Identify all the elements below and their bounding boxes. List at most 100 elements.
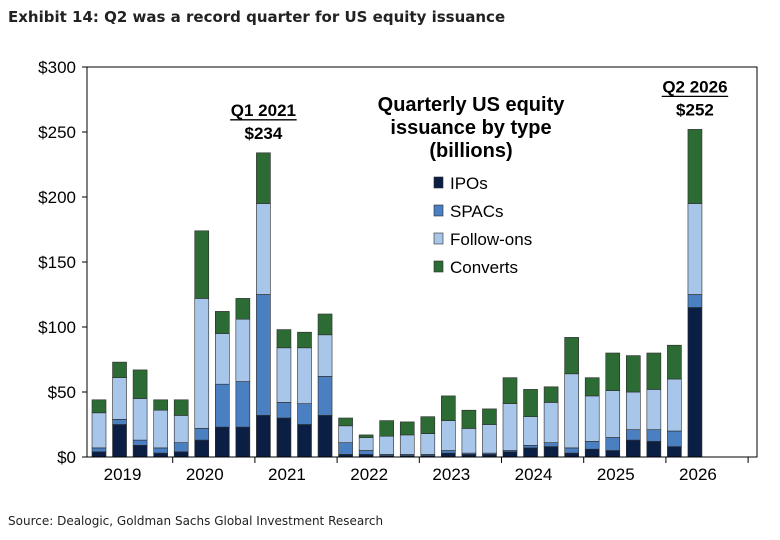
bar-segment-ipos <box>441 452 456 458</box>
bar-segment-converts <box>461 409 477 429</box>
bar-segment-ipos <box>153 452 168 458</box>
bar-segment-spacs <box>132 439 148 446</box>
bar-segment-converts <box>338 417 353 427</box>
chart-title-line: Quarterly US equity <box>378 94 566 116</box>
bar-segment-converts <box>687 129 703 204</box>
legend-label: Follow-ons <box>450 230 532 249</box>
x-year-label: 2021 <box>268 465 306 484</box>
bar-segment-converts <box>523 389 538 417</box>
bar-segment-follow-ons <box>461 428 477 454</box>
bar-segment-follow-ons <box>358 437 374 451</box>
annotation-value: $252 <box>676 100 714 119</box>
bar-segment-ipos <box>297 424 312 458</box>
bar-segment-ipos <box>112 424 127 458</box>
bar-segment-follow-ons <box>543 402 559 443</box>
bar-segment-converts <box>358 434 374 438</box>
bar-segment-converts <box>441 395 456 421</box>
bar-segment-converts <box>482 408 497 425</box>
bar-segment-follow-ons <box>482 424 497 454</box>
bar-segment-spacs <box>235 381 251 428</box>
bar-segment-converts <box>605 352 621 392</box>
bar-segment-spacs <box>112 418 127 425</box>
legend-label: Converts <box>450 258 518 277</box>
bar-segment-converts <box>379 420 395 437</box>
exhibit-title: Exhibit 14: Q2 was a record quarter for … <box>8 8 506 26</box>
bar-segment-converts <box>625 355 641 393</box>
bar-segment-spacs <box>91 447 107 453</box>
annotations: Q1 2021 $234 Q2 2026 $252 <box>230 77 729 143</box>
bar-segment-spacs <box>215 383 230 428</box>
bar-segment-converts <box>112 361 127 379</box>
bar-segment-spacs <box>523 444 538 449</box>
bar-segment-converts <box>132 369 148 399</box>
y-tick-label: $100 <box>38 318 76 337</box>
bar-segment-follow-ons <box>399 434 415 455</box>
legend-swatch <box>433 260 444 273</box>
y-tick-label: $250 <box>38 123 76 142</box>
bars <box>91 129 703 458</box>
legend-swatch <box>433 232 444 245</box>
bar-segment-spacs <box>338 442 353 455</box>
bar-segment-converts <box>153 399 168 411</box>
bar-segment-follow-ons <box>502 403 518 451</box>
legend-swatch <box>433 176 444 189</box>
bar-segment-converts <box>584 377 600 397</box>
legend-label: SPACs <box>450 202 504 221</box>
bar-segment-follow-ons <box>215 333 230 385</box>
bar-segment-spacs <box>543 442 559 447</box>
chart-title-line: issuance by type <box>390 117 551 139</box>
y-tick-label: $200 <box>38 188 76 207</box>
bar-segment-converts <box>256 152 271 204</box>
x-year-label: 2020 <box>186 465 224 484</box>
bar-segment-ipos <box>625 439 641 458</box>
bar-segment-converts <box>502 377 518 405</box>
bar-segment-converts <box>399 421 415 436</box>
bar-segment-spacs <box>605 437 621 451</box>
bar-segment-ipos <box>317 415 333 458</box>
bar-segment-converts <box>420 416 436 434</box>
bar-segment-ipos <box>543 446 559 458</box>
y-tick-label: $0 <box>57 448 76 467</box>
bar-segment-converts <box>297 331 312 349</box>
bar-segment-ipos <box>132 444 148 458</box>
bar-segment-follow-ons <box>667 378 682 432</box>
bar-segment-follow-ons <box>441 420 456 451</box>
x-year-label: 2022 <box>350 465 388 484</box>
bar-segment-converts <box>543 386 559 403</box>
y-tick-label: $50 <box>48 383 76 402</box>
bar-segment-ipos <box>667 446 682 458</box>
bar-segment-ipos <box>523 447 538 458</box>
bar-segment-spacs <box>564 447 579 454</box>
bar-segment-converts <box>91 399 107 414</box>
bar-segment-ipos <box>584 448 600 458</box>
legend-swatch <box>433 204 444 217</box>
bar-segment-ipos <box>502 451 518 458</box>
bar-segment-spacs <box>584 441 600 450</box>
bar-segment-follow-ons <box>338 425 353 443</box>
bar-segment-ipos <box>173 451 189 458</box>
bar-segment-follow-ons <box>276 347 292 403</box>
bar-segment-follow-ons <box>153 409 168 449</box>
bar-segment-ipos <box>564 452 579 458</box>
annotation-value: $234 <box>244 124 282 143</box>
x-year-label: 2023 <box>432 465 470 484</box>
bar-segment-follow-ons <box>256 203 271 295</box>
bar-segment-follow-ons <box>317 334 333 377</box>
bar-segment-spacs <box>194 428 210 441</box>
bar-segment-ipos <box>235 426 251 458</box>
bar-segment-converts <box>667 344 682 380</box>
bar-segment-spacs <box>441 450 456 454</box>
bar-segment-follow-ons <box>91 412 107 449</box>
bar-segment-follow-ons <box>297 347 312 404</box>
bar-segment-spacs <box>256 294 271 416</box>
bar-segment-converts <box>564 337 579 375</box>
legend-label: IPOs <box>450 174 488 193</box>
bar-segment-follow-ons <box>112 377 127 420</box>
bar-segment-follow-ons <box>235 318 251 382</box>
bar-segment-spacs <box>297 403 312 425</box>
bar-segment-converts <box>215 311 230 334</box>
bar-segment-follow-ons <box>420 433 436 455</box>
x-year-label: 2025 <box>597 465 635 484</box>
bar-segment-spacs <box>276 402 292 419</box>
